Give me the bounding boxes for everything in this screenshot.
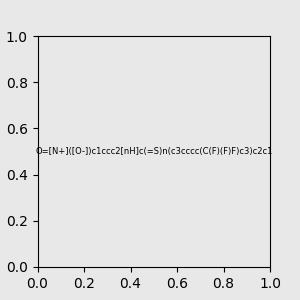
Text: O=[N+]([O-])c1ccc2[nH]c(=S)n(c3cccc(C(F)(F)F)c3)c2c1: O=[N+]([O-])c1ccc2[nH]c(=S)n(c3cccc(C(F)… <box>35 147 272 156</box>
